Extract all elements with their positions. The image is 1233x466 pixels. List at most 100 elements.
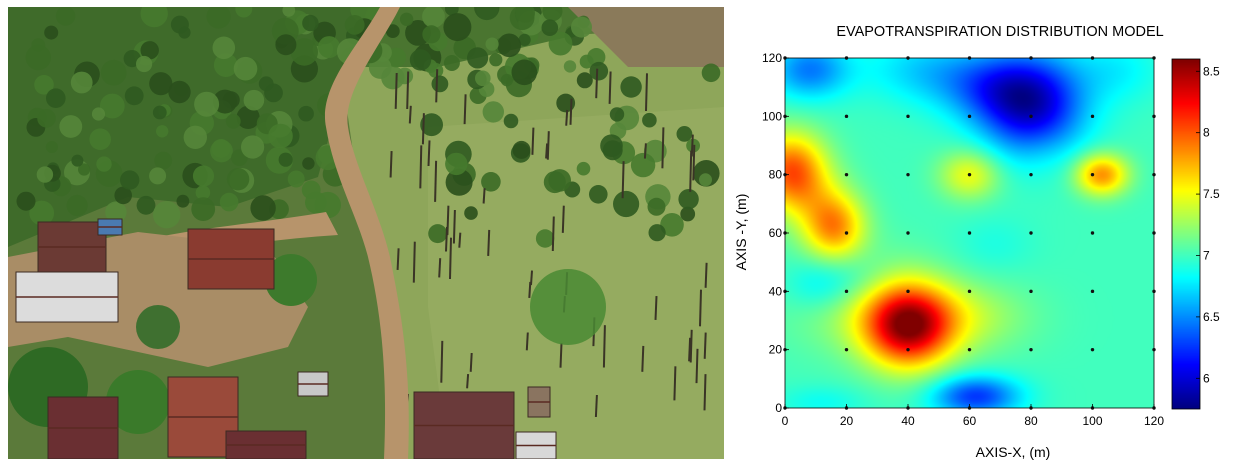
sample-point: [844, 56, 849, 60]
palm-tree: [475, 70, 491, 87]
palm-tree: [563, 60, 577, 73]
palm-tree: [213, 89, 237, 114]
palm-trunk: [408, 105, 412, 124]
palm-tree: [648, 224, 666, 242]
palm-tree: [512, 140, 531, 159]
sample-point: [844, 114, 849, 119]
palm-tree: [680, 206, 696, 222]
palm-tree: [170, 15, 189, 34]
palm-tree: [699, 173, 712, 187]
palm-tree: [678, 189, 699, 210]
palm-tree: [511, 59, 538, 86]
palm-trunk: [531, 127, 535, 155]
palm-trunk: [703, 332, 707, 359]
palm-trunk: [445, 226, 448, 252]
palm-trunk: [396, 248, 400, 270]
palm-trunk: [690, 134, 694, 157]
palm-tree: [431, 75, 449, 93]
sample-point: [1090, 347, 1095, 352]
sample-point: [906, 347, 910, 352]
x-tick-label: 40: [901, 414, 915, 428]
palm-tree: [278, 152, 293, 167]
palm-trunk: [412, 241, 416, 283]
shade-tree: [265, 254, 317, 306]
palm-trunk: [434, 160, 438, 202]
sample-point: [1152, 231, 1156, 235]
palm-tree: [542, 7, 563, 22]
palm-trunk: [692, 144, 696, 181]
cleared-corner: [568, 7, 724, 67]
dirt-road: [324, 7, 409, 459]
x-tick-label: 120: [1144, 414, 1164, 428]
palm-tree: [235, 7, 253, 18]
palm-tree: [344, 15, 365, 35]
palm-trunk: [463, 94, 467, 125]
sample-point: [1090, 172, 1095, 177]
palm-trunk: [688, 337, 692, 362]
palm-trunk: [394, 72, 398, 109]
colorbar-tick-label: 7.5: [1203, 187, 1220, 201]
y-tick-label: 100: [762, 109, 782, 123]
colorbar-tick-label: 7: [1203, 248, 1210, 262]
sample-point: [1152, 347, 1156, 352]
palm-trunk: [565, 109, 569, 126]
palm-tree: [36, 166, 54, 183]
palm-trunk: [561, 205, 565, 233]
x-tick-label: 20: [840, 414, 854, 428]
colorbar-tick-label: 6: [1203, 371, 1210, 385]
palm-tree: [191, 197, 216, 222]
palm-tree: [396, 67, 414, 85]
palm-tree: [153, 201, 181, 229]
palm-tree: [46, 88, 66, 108]
palm-tree: [420, 113, 443, 137]
sample-point: [844, 172, 849, 177]
palm-trunk: [704, 262, 708, 288]
sample-point: [967, 172, 972, 177]
palm-tree: [500, 73, 514, 87]
palm-tree: [37, 109, 56, 128]
palm-trunk: [602, 325, 606, 368]
palm-tree: [241, 135, 265, 159]
sample-point: [1029, 231, 1033, 235]
palm-tree: [548, 169, 571, 192]
palm-trunk: [452, 209, 456, 244]
sample-point: [906, 231, 910, 235]
palm-tree: [318, 36, 341, 59]
palm-tree: [620, 76, 642, 98]
colorbar-tick-label: 6.5: [1203, 310, 1220, 324]
palm-tree: [25, 44, 51, 71]
plantation-dense: [8, 7, 368, 247]
palm-tree: [515, 7, 535, 23]
palm-tree: [183, 125, 207, 149]
sample-point: [967, 56, 972, 60]
palm-tree: [149, 72, 173, 96]
palm-tree: [485, 37, 499, 51]
palm-trunk: [695, 348, 699, 384]
palm-trunk: [654, 296, 658, 320]
sample-point: [1029, 289, 1033, 294]
palm-tree: [489, 53, 503, 67]
palm-tree: [287, 170, 305, 188]
palm-tree: [176, 194, 190, 208]
palm-tree: [192, 165, 215, 187]
palm-tree: [211, 139, 231, 158]
palm-tree: [44, 25, 59, 40]
chart-title: EVAPOTRANSPIRATION DISTRIBUTION MODEL: [836, 24, 1163, 40]
palm-tree: [136, 55, 153, 73]
sample-point: [1029, 172, 1033, 177]
x-tick-label: 80: [1024, 414, 1038, 428]
palm-tree: [290, 38, 318, 66]
palm-tree: [140, 41, 159, 60]
palm-tree: [233, 56, 258, 81]
y-tick-label: 120: [762, 51, 782, 65]
palm-tree: [236, 105, 260, 129]
palm-tree: [120, 170, 140, 190]
palm-trunk: [406, 71, 410, 110]
palm-tree: [154, 151, 173, 170]
palm-tree: [268, 123, 293, 149]
chart-svg: EVAPOTRANSPIRATION DISTRIBUTION MODEL AX…: [733, 24, 1220, 460]
x-tick-label: 100: [1082, 414, 1102, 428]
palm-tree: [59, 115, 83, 138]
sample-point: [967, 114, 972, 119]
palm-tree: [701, 63, 721, 83]
